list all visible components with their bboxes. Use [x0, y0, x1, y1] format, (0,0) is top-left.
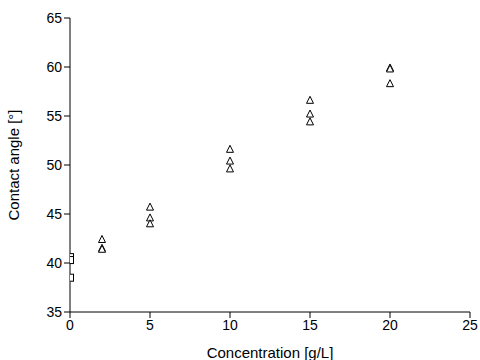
svg-text:35: 35 — [46, 304, 62, 320]
svg-text:Contact angle [°]: Contact angle [°] — [8, 109, 22, 220]
svg-text:50: 50 — [46, 157, 62, 173]
svg-text:5: 5 — [146, 317, 154, 333]
svg-text:65: 65 — [46, 10, 62, 26]
svg-text:15: 15 — [302, 317, 318, 333]
svg-text:60: 60 — [46, 59, 62, 75]
svg-text:0: 0 — [66, 317, 74, 333]
svg-text:40: 40 — [46, 255, 62, 271]
svg-text:10: 10 — [222, 317, 238, 333]
svg-text:20: 20 — [382, 317, 398, 333]
svg-text:45: 45 — [46, 206, 62, 222]
svg-text:25: 25 — [462, 317, 472, 333]
svg-text:55: 55 — [46, 108, 62, 124]
svg-text:Concentration [g/L]: Concentration [g/L] — [207, 344, 334, 360]
